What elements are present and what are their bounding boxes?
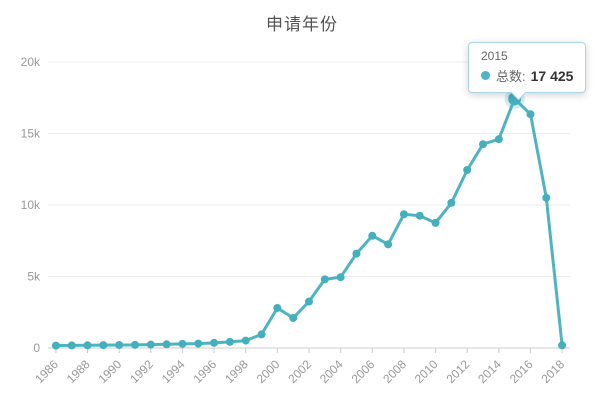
data-point-2003[interactable] [320, 275, 329, 284]
data-point-2000[interactable] [273, 303, 282, 312]
data-point-1986[interactable] [51, 341, 60, 350]
data-point-1988[interactable] [83, 341, 92, 350]
chart-title: 申请年份 [266, 15, 338, 34]
data-point-2016[interactable] [526, 110, 535, 119]
data-point-1993[interactable] [162, 340, 171, 349]
data-point-1994[interactable] [178, 339, 187, 348]
x-axis-label: 2012 [444, 357, 473, 386]
data-point-2007[interactable] [384, 240, 393, 249]
tooltip-series-row: 总数: 17 425 [481, 66, 573, 85]
x-axis-label: 1990 [96, 357, 125, 386]
data-point-2014[interactable] [494, 135, 503, 144]
tooltip-year: 2015 [481, 49, 508, 63]
x-axis-label: 2004 [317, 357, 346, 386]
x-axis-label: 2018 [538, 357, 567, 386]
x-axis-label: 2016 [507, 357, 536, 386]
data-point-1990[interactable] [115, 340, 124, 349]
data-point-2002[interactable] [305, 297, 313, 306]
data-point-2001[interactable] [289, 313, 298, 322]
data-point-2005[interactable] [352, 249, 361, 258]
x-axis-label: 2008 [380, 357, 409, 386]
x-axis-label: 2002 [285, 357, 314, 386]
y-axis-label: 15k [21, 127, 41, 141]
x-axis-label: 1996 [190, 357, 219, 386]
y-axis-label: 10k [21, 198, 41, 212]
series-marker-icon [481, 71, 490, 80]
tooltip-value: 17 425 [530, 67, 574, 84]
data-point-1995[interactable] [194, 339, 203, 348]
data-point-2006[interactable] [368, 231, 377, 240]
x-axis-label: 1986 [32, 357, 61, 386]
data-point-2009[interactable] [415, 211, 424, 220]
data-point-2004[interactable] [336, 273, 345, 282]
data-point-1992[interactable] [146, 340, 155, 349]
data-point-1991[interactable] [131, 340, 139, 349]
data-point-2018[interactable] [558, 341, 567, 350]
data-point-2008[interactable] [399, 210, 408, 219]
tooltip-series-label: 总数: [496, 69, 526, 84]
y-axis-label: 0 [33, 341, 40, 355]
data-point-1997[interactable] [225, 337, 234, 346]
data-point-1996[interactable] [210, 338, 219, 347]
data-point-1987[interactable] [67, 341, 76, 350]
x-axis-label: 1992 [127, 357, 156, 386]
data-point-1998[interactable] [241, 336, 250, 345]
x-axis-label: 2006 [349, 357, 378, 386]
data-point-2011[interactable] [447, 198, 456, 207]
x-axis-label: 1988 [64, 357, 93, 386]
data-point-1989[interactable] [99, 341, 108, 350]
x-axis-label: 2014 [475, 357, 504, 386]
x-axis-label: 1998 [222, 357, 251, 386]
y-axis-label: 20k [21, 55, 41, 69]
x-axis-label: 2000 [254, 357, 283, 386]
data-point-2017[interactable] [542, 193, 551, 202]
data-point-2013[interactable] [479, 140, 487, 149]
x-axis-label: 2010 [412, 357, 441, 386]
line-series [54, 97, 564, 348]
data-point-2010[interactable] [431, 218, 440, 227]
data-point-1999[interactable] [257, 330, 266, 339]
tooltip: 2015 总数: 17 425 [468, 42, 587, 101]
x-axis-label: 1994 [159, 357, 188, 386]
y-axis-label: 5k [27, 270, 41, 284]
data-point-2012[interactable] [463, 165, 472, 174]
